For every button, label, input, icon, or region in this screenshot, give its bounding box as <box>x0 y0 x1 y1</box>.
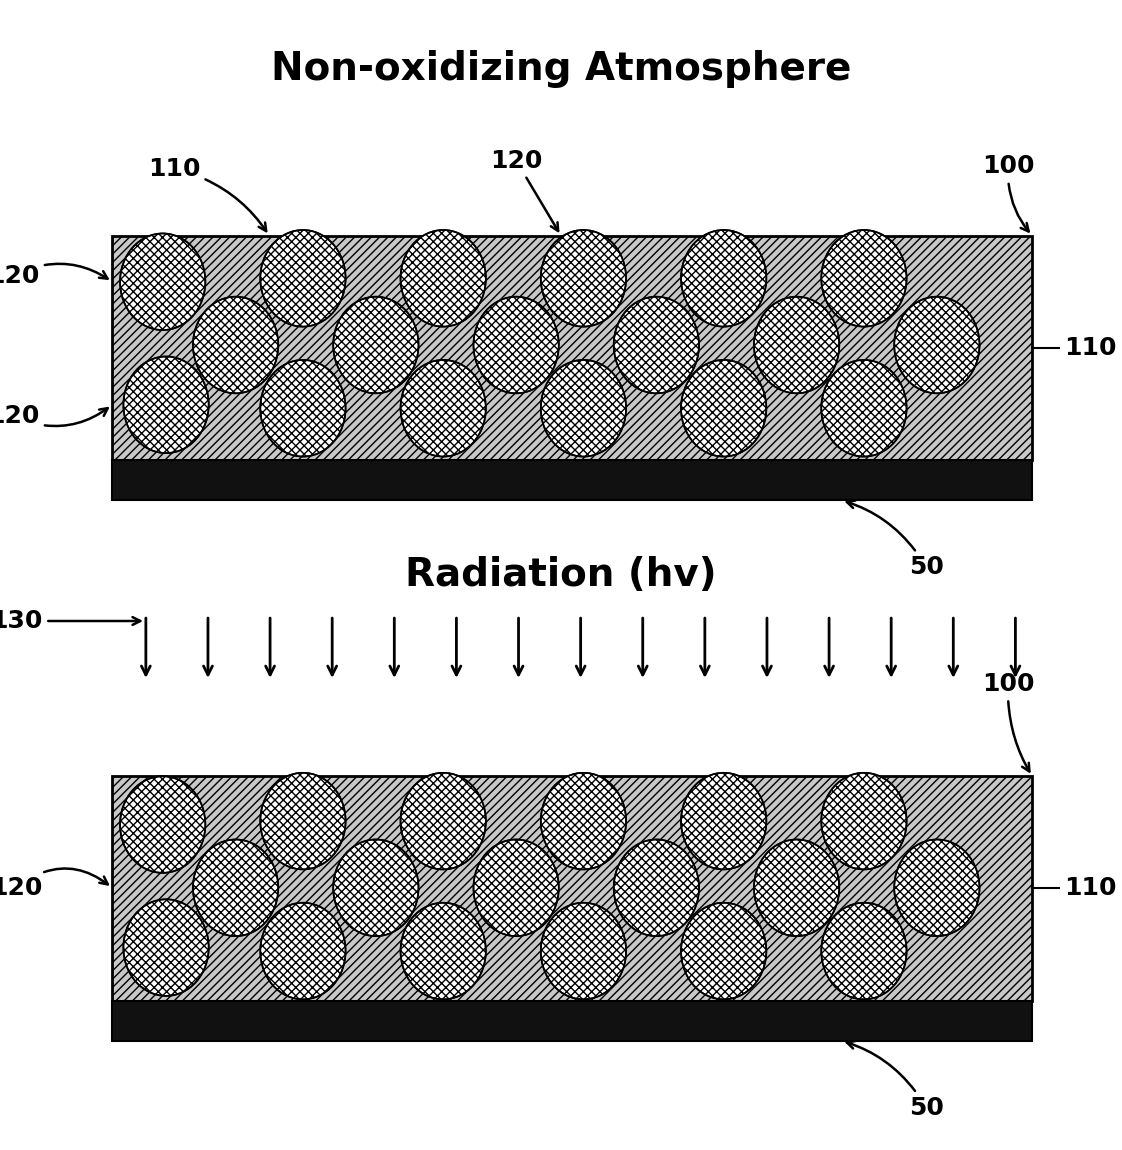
Ellipse shape <box>193 840 278 936</box>
Ellipse shape <box>541 903 626 999</box>
Bar <box>112 236 1032 460</box>
Text: 120: 120 <box>490 148 558 231</box>
Ellipse shape <box>894 297 980 393</box>
Text: 50: 50 <box>847 500 944 580</box>
Bar <box>112 1000 1032 1041</box>
Text: Non-oxidizing Atmosphere: Non-oxidizing Atmosphere <box>270 49 852 89</box>
Text: 100: 100 <box>982 154 1034 231</box>
Ellipse shape <box>123 899 209 996</box>
Ellipse shape <box>681 230 766 327</box>
Ellipse shape <box>681 773 766 869</box>
Ellipse shape <box>473 840 559 936</box>
Bar <box>112 776 1032 1000</box>
Text: 50: 50 <box>847 1041 944 1120</box>
Ellipse shape <box>260 230 346 327</box>
Ellipse shape <box>541 360 626 457</box>
Ellipse shape <box>401 903 486 999</box>
Text: 120: 120 <box>0 405 108 428</box>
Ellipse shape <box>260 773 346 869</box>
Ellipse shape <box>541 230 626 327</box>
Ellipse shape <box>754 297 839 393</box>
Ellipse shape <box>401 773 486 869</box>
Text: Radiation (hv): Radiation (hv) <box>405 555 717 595</box>
Text: 110: 110 <box>1064 336 1116 360</box>
Ellipse shape <box>681 360 766 457</box>
Text: 120: 120 <box>0 263 108 288</box>
Text: 110: 110 <box>148 156 266 231</box>
Ellipse shape <box>894 840 980 936</box>
Ellipse shape <box>193 297 278 393</box>
Ellipse shape <box>333 297 419 393</box>
Text: 130: 130 <box>0 610 140 632</box>
Ellipse shape <box>821 360 907 457</box>
Ellipse shape <box>614 840 699 936</box>
Ellipse shape <box>821 903 907 999</box>
Ellipse shape <box>260 903 346 999</box>
Text: 120: 120 <box>0 868 108 899</box>
Ellipse shape <box>123 356 209 453</box>
Ellipse shape <box>681 903 766 999</box>
Ellipse shape <box>401 360 486 457</box>
Ellipse shape <box>120 233 205 330</box>
Ellipse shape <box>120 776 205 873</box>
Ellipse shape <box>333 840 419 936</box>
Ellipse shape <box>541 773 626 869</box>
Ellipse shape <box>260 360 346 457</box>
Ellipse shape <box>614 297 699 393</box>
Ellipse shape <box>473 297 559 393</box>
Bar <box>112 460 1032 500</box>
Text: 110: 110 <box>1064 876 1116 900</box>
Ellipse shape <box>821 230 907 327</box>
Ellipse shape <box>754 840 839 936</box>
Ellipse shape <box>821 773 907 869</box>
Text: 100: 100 <box>982 672 1034 772</box>
Ellipse shape <box>401 230 486 327</box>
